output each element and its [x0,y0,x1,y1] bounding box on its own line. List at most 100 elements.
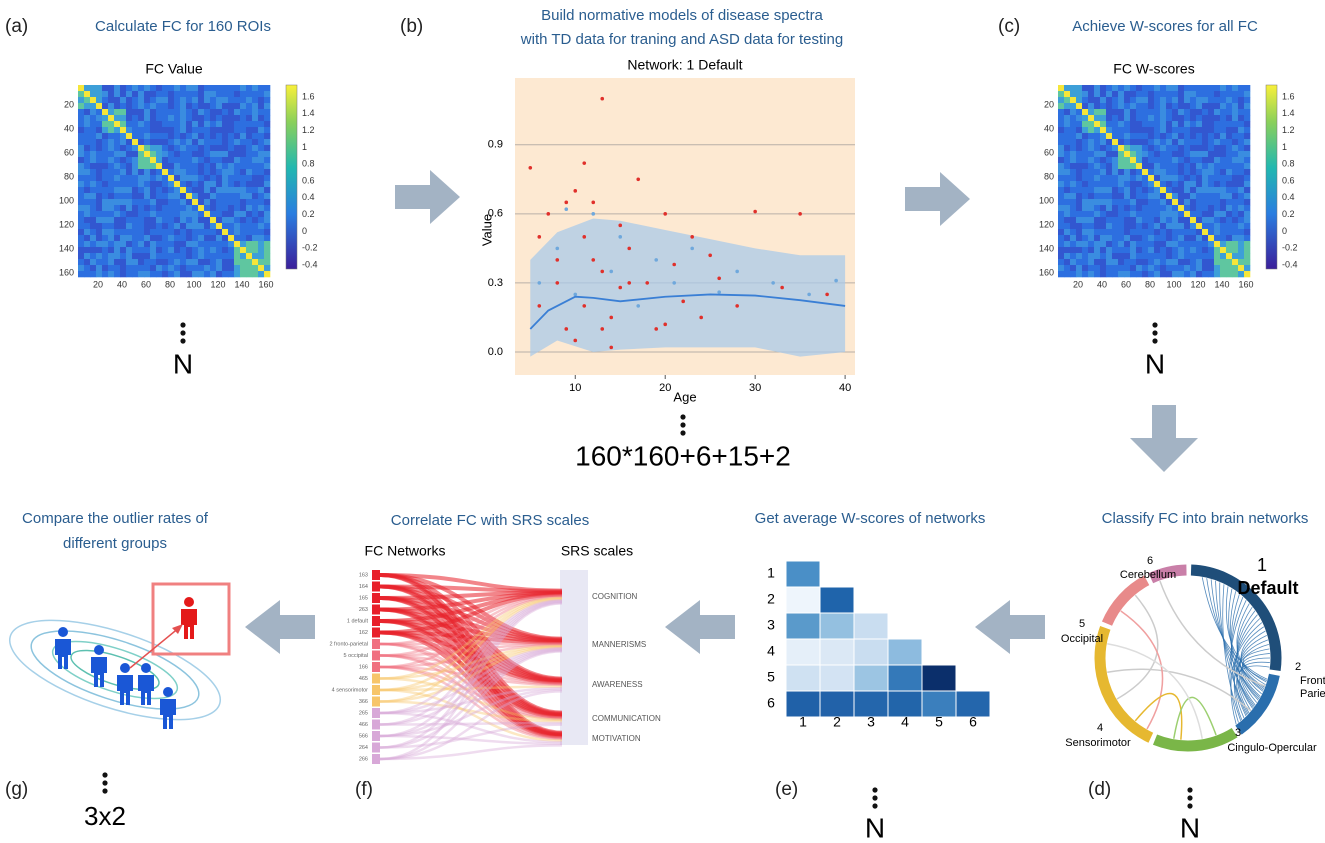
heatmap-cell [90,97,96,103]
heatmap-cell [132,157,138,163]
heatmap-cell [120,151,126,157]
heatmap-cell [1124,139,1130,145]
heatmap-cell [138,133,144,139]
heatmap-cell [252,151,258,157]
heatmap-cell [258,121,264,127]
heatmap-cell [246,223,252,229]
heatmap-cell [1214,265,1220,271]
colorbar-tick-label: 1.4 [302,108,315,118]
heatmap-cell [1208,157,1214,163]
heatmap-cell [90,127,96,133]
heatmap-cell [1202,145,1208,151]
sankey-node [372,582,380,592]
heatmap-cell [1238,241,1244,247]
heatmap-cell [1130,223,1136,229]
heatmap-cell [1076,133,1082,139]
heatmap-cell [150,145,156,151]
heatmap-cell [96,217,102,223]
heatmap-cell [246,169,252,175]
heatmap-cell [246,247,252,253]
heatmap-cell [186,193,192,199]
heatmap-cell [246,157,252,163]
heatmap-cell [204,205,210,211]
heatmap-cell [168,97,174,103]
heatmap-cell [1226,127,1232,133]
heatmap-cell [1112,205,1118,211]
heatmap-cell [1238,109,1244,115]
heatmap-cell [1214,163,1220,169]
heatmap-cell [234,265,240,271]
heatmap-cell [258,169,264,175]
person-head [163,687,173,697]
heatmap-cell [108,109,114,115]
heatmap-cell [186,211,192,217]
heatmap-cell [1244,163,1250,169]
heatmap-cell [210,181,216,187]
ellipsis-dot [872,803,877,808]
heatmap-cell [162,265,168,271]
heatmap-cell [114,205,120,211]
heatmap-cell [84,115,90,121]
heatmap-cell [198,163,204,169]
heatmap-cell [1070,265,1076,271]
heatmap-cell [1058,157,1064,163]
heatmap-cell [1160,223,1166,229]
heatmap-cell [1160,169,1166,175]
heatmap-cell [264,241,270,247]
heatmap-cell [246,127,252,133]
heatmap-cell [1172,115,1178,121]
heatmap-cell [138,127,144,133]
heatmap-cell [1190,175,1196,181]
heatmap-cell [1232,229,1238,235]
heatmap-cell [186,199,192,205]
colorbar-tick-label: -0.2 [1282,243,1298,253]
heatmap-cell [162,127,168,133]
heatmap-cell [1058,115,1064,121]
heatmap-cell [1130,145,1136,151]
heatmap-cell [102,271,108,277]
heatmap-cell [120,229,126,235]
heatmap-cell [1082,85,1088,91]
heatmap-cell [1184,265,1190,271]
heatmap-cell [1118,193,1124,199]
heatmap-cell [1232,97,1238,103]
heatmap-cell [108,271,114,277]
heatmap-cell [1238,103,1244,109]
heatmap-cell [102,199,108,205]
heatmap-cell [96,169,102,175]
heatmap-cell [1148,211,1154,217]
heatmap-cell [204,109,210,115]
heatmap-cell [96,163,102,169]
heatmap-cell [246,193,252,199]
heatmap-cell [1232,199,1238,205]
y-tick-label: 40 [1044,123,1054,133]
heatmap-cell [168,133,174,139]
heatmap-cell [1064,211,1070,217]
heatmap-cell [1118,157,1124,163]
heatmap-cell [216,271,222,277]
sankey-node [372,616,380,626]
heatmap-cell [228,217,234,223]
heatmap-cell [78,187,84,193]
heatmap-cell [1082,121,1088,127]
heatmap-cell [1238,181,1244,187]
heatmap-cell [1208,229,1214,235]
heatmap-cell [1142,91,1148,97]
ellipsis-dot [1187,803,1192,808]
heatmap-cell [156,217,162,223]
heatmap-cell [1148,193,1154,199]
heatmap-cell [1226,229,1232,235]
heatmap-cell [1178,121,1184,127]
heatmap-cell [102,247,108,253]
heatmap-cell [102,193,108,199]
heatmap-cell [1160,271,1166,277]
heatmap-cell [1094,103,1100,109]
heatmap-cell [84,247,90,253]
heatmap-cell [1130,85,1136,91]
heatmap-cell [234,121,240,127]
heatmap-cell [96,151,102,157]
heatmap-cell [150,265,156,271]
heatmap-cell [1082,187,1088,193]
heatmap-cell [186,229,192,235]
heatmap-cell [1244,199,1250,205]
